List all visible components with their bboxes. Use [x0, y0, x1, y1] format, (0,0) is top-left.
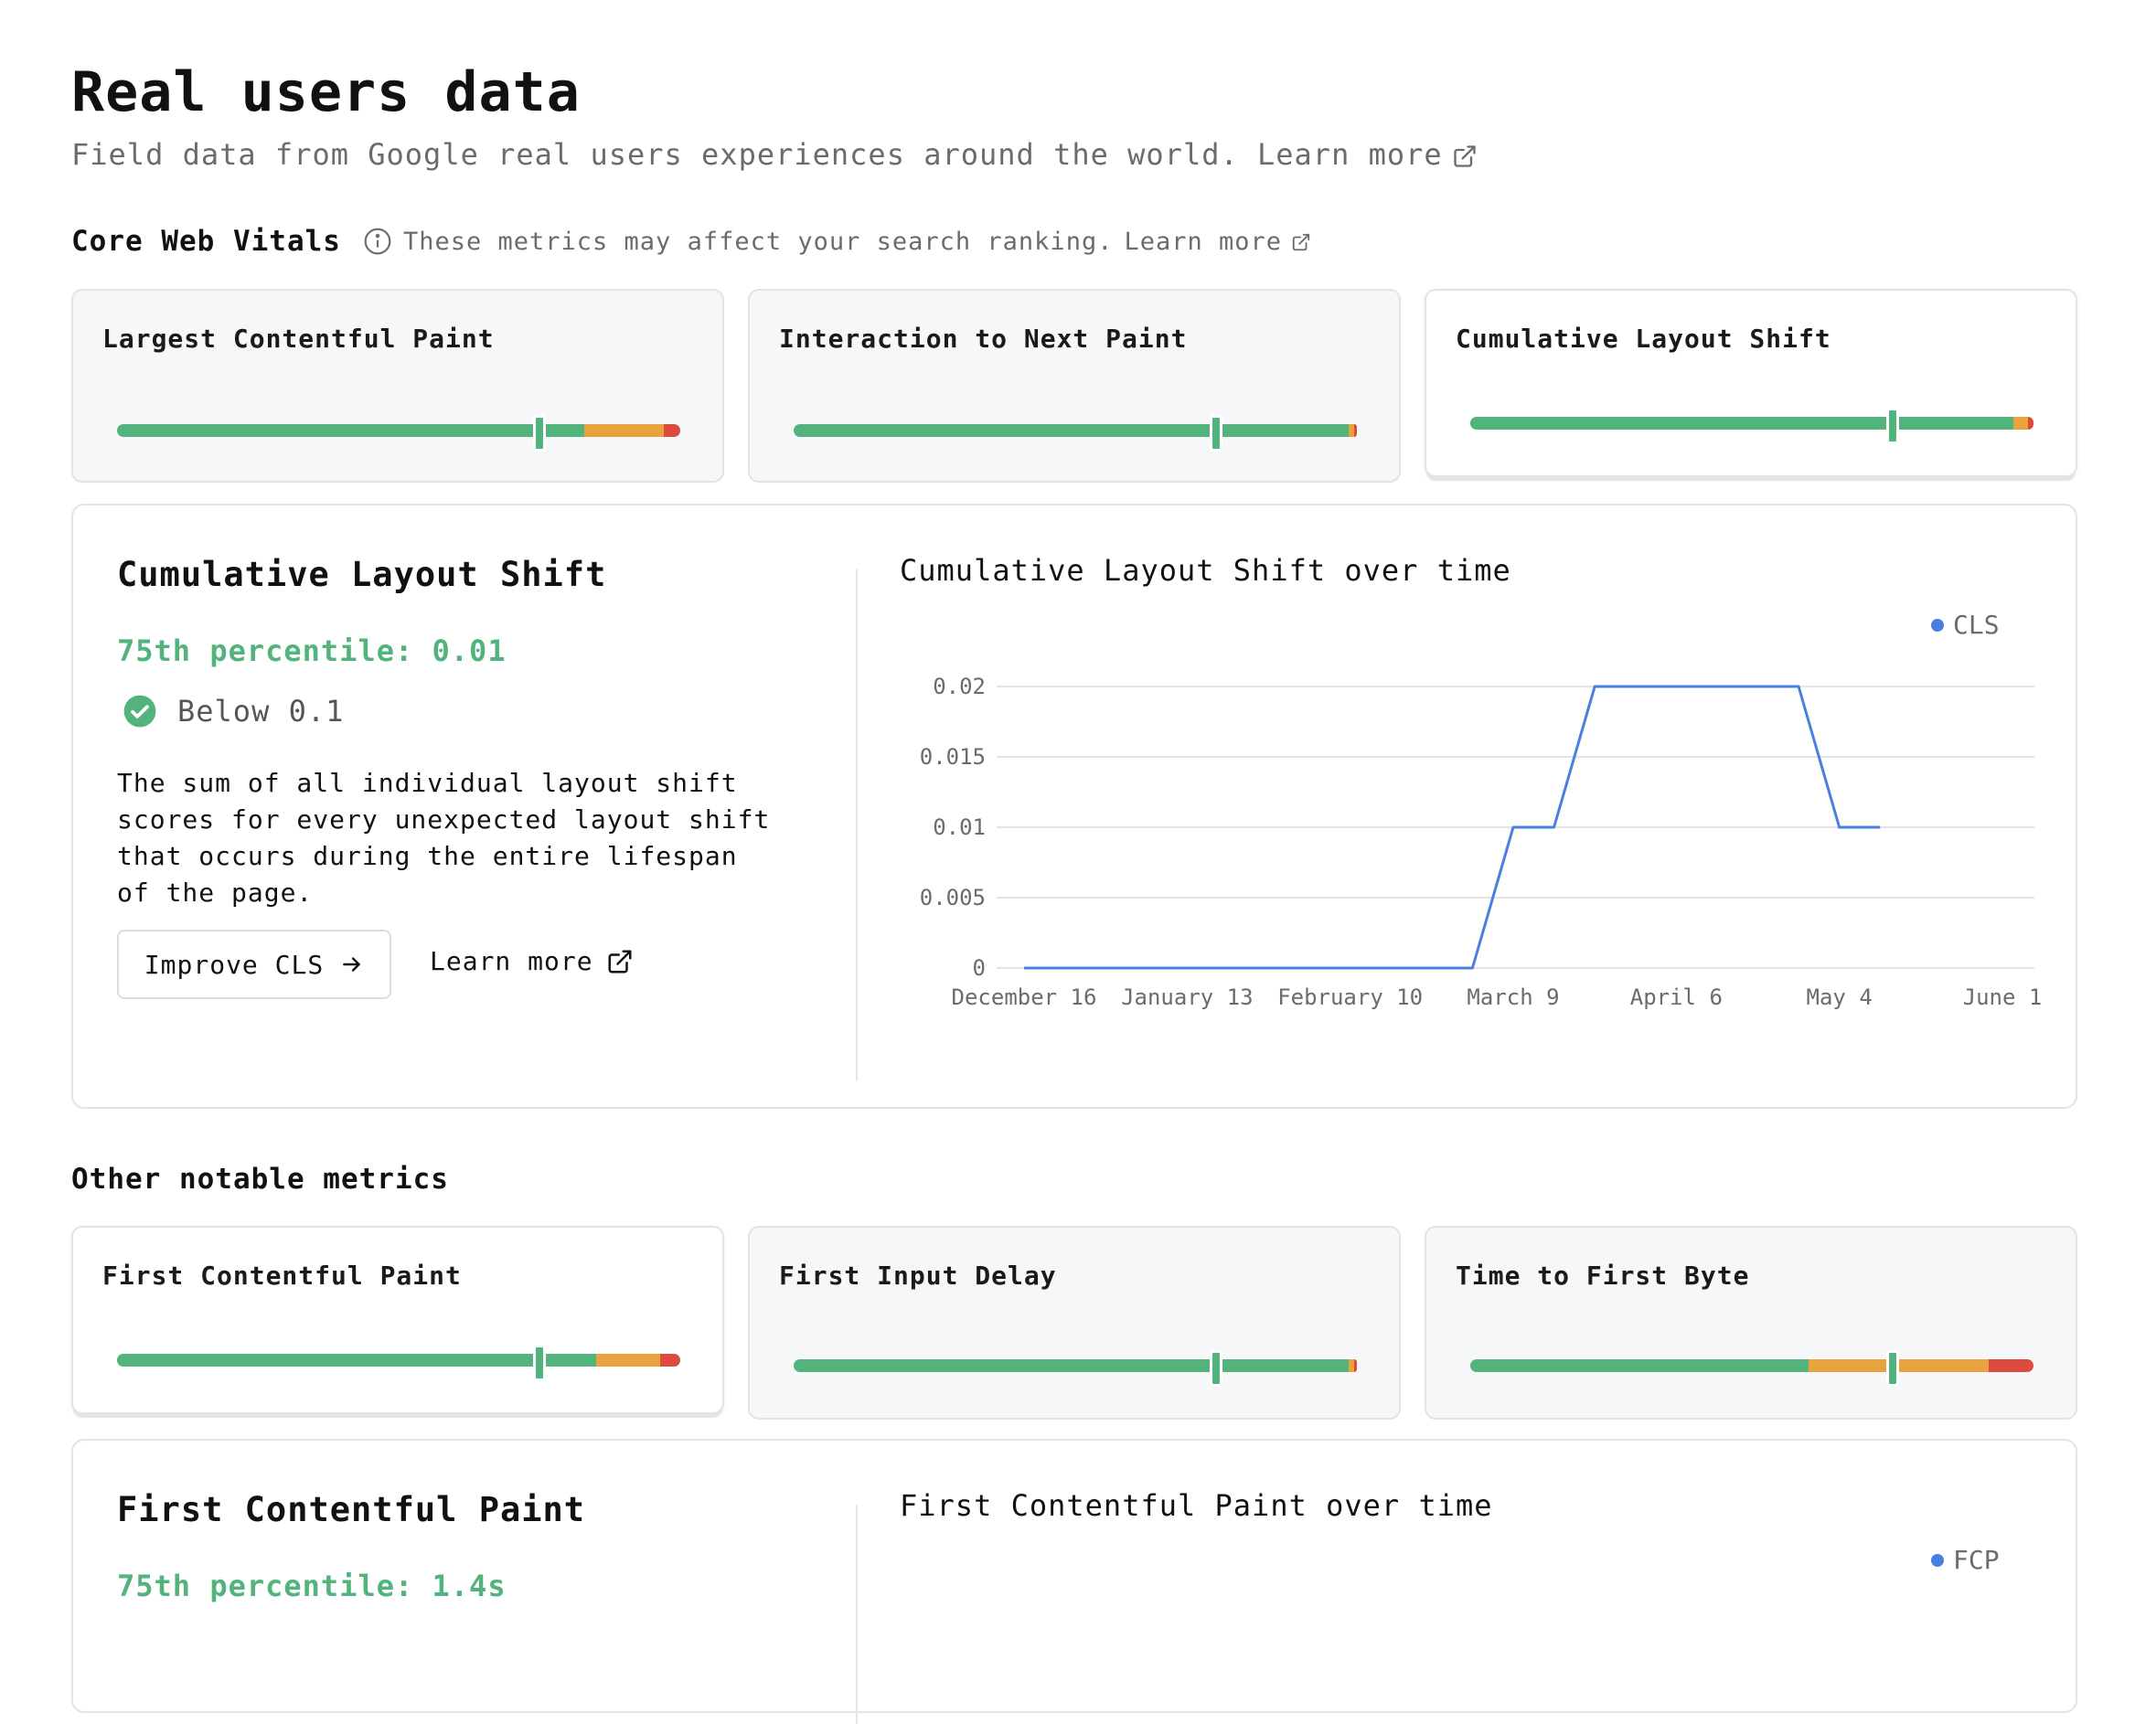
chart-title: Cumulative Layout Shift over time: [900, 553, 1511, 588]
series-line-cls: [1024, 685, 1881, 970]
core-web-vitals-heading: Core Web Vitals: [71, 225, 341, 258]
y-tick-label: 0.015: [920, 744, 986, 770]
detail-title: Cumulative Layout Shift: [117, 555, 607, 594]
cls-line-chart: 0 0.005 0.01 0.015 0.02 December 16 January 13…: [920, 674, 2043, 1010]
metric-card-label: Time to First Byte: [1456, 1261, 1750, 1291]
x-tick-label: May 4: [1807, 984, 1873, 1010]
check-circle-icon: [123, 695, 156, 728]
page-title: Real users data: [71, 60, 581, 124]
percentile-marker: [533, 415, 546, 452]
legend-swatch: [1931, 1553, 1944, 1567]
chart-legend: CLS: [1931, 610, 2000, 640]
bar-segment: [1353, 1359, 1357, 1372]
metric-card-label: Cumulative Layout Shift: [1456, 324, 1831, 354]
cls-detail-panel: Cumulative Layout Shift 75th percentile:…: [71, 504, 2077, 1109]
bar-segment: [1470, 1359, 1809, 1372]
bar-segment: [2013, 417, 2028, 430]
percentile-marker: [1210, 415, 1222, 452]
panel-divider: [856, 1505, 858, 1724]
subtitle-text: Field data from Google real users experi…: [71, 137, 1239, 172]
core-web-vitals-header: Core Web Vitals These metrics may affect…: [71, 225, 1311, 258]
bar-segment: [2027, 417, 2033, 430]
metric-card-inp[interactable]: Interaction to Next Paint: [748, 289, 1401, 483]
bar-segment: [1348, 1359, 1354, 1372]
external-link-icon: [1292, 233, 1310, 251]
legend-label: FCP: [1953, 1545, 2000, 1575]
metric-card-label: First Input Delay: [779, 1261, 1057, 1291]
x-tick-label: February 10: [1277, 984, 1423, 1010]
bar-segment: [117, 424, 585, 437]
percentile-marker: [1210, 1350, 1222, 1387]
external-link-icon: [1453, 145, 1476, 167]
subtitle-learn-more-link[interactable]: Learn more: [1257, 137, 1478, 172]
other-metrics-heading: Other notable metrics: [71, 1163, 449, 1196]
percentile-marker: [1886, 1350, 1899, 1387]
bar-segment: [117, 1354, 596, 1367]
bar-segment: [794, 424, 1349, 437]
bar-segment: [660, 1354, 680, 1367]
subtitle-learn-more-label: Learn more: [1257, 137, 1443, 172]
metric-card-fcp[interactable]: First Contentful Paint: [71, 1226, 724, 1414]
status-text: Below 0.1: [177, 694, 345, 729]
distribution-bar: [794, 1350, 1357, 1387]
bar-segment: [1470, 417, 2014, 430]
core-web-vitals-note: These metrics may affect your search ran…: [402, 227, 1114, 256]
metric-card-label: Largest Contentful Paint: [102, 324, 495, 354]
legend-label: CLS: [1953, 610, 2000, 640]
distribution-bar: [794, 415, 1357, 452]
y-tick-label: 0.01: [933, 814, 986, 840]
metric-card-label: First Contentful Paint: [102, 1261, 462, 1291]
bar-segment: [1353, 424, 1357, 437]
chart-title: First Contentful Paint over time: [900, 1488, 1493, 1523]
percentile-marker: [1886, 408, 1899, 444]
core-learn-more-link[interactable]: Learn more: [1124, 228, 1311, 256]
detail-title: First Contentful Paint: [117, 1490, 586, 1529]
distribution-bar: [1470, 1350, 2033, 1387]
metric-card-label: Interaction to Next Paint: [779, 324, 1188, 354]
distribution-bar: [1470, 408, 2033, 444]
y-tick-label: 0.005: [920, 885, 986, 910]
improve-cls-button[interactable]: Improve CLS: [117, 930, 391, 999]
external-link-icon: [608, 950, 632, 973]
bar-segment: [663, 424, 680, 437]
core-learn-more-label: Learn more: [1124, 227, 1283, 256]
metric-card-lcp[interactable]: Largest Contentful Paint: [71, 289, 724, 483]
cls-learn-more-label: Learn more: [430, 946, 593, 976]
fcp-detail-panel: First Contentful Paint 75th percentile: …: [71, 1439, 2077, 1724]
panel-divider: [856, 569, 858, 1081]
bar-segment: [1988, 1359, 2033, 1372]
info-icon[interactable]: [363, 227, 392, 256]
metric-card-fid[interactable]: First Input Delay: [748, 1226, 1401, 1420]
cls-learn-more-link[interactable]: Learn more: [430, 946, 634, 976]
chart-legend: FCP: [1931, 1545, 2000, 1575]
distribution-bar: [117, 415, 680, 452]
bar-segment: [595, 1354, 661, 1367]
metric-description: The sum of all individual layout shift s…: [117, 768, 771, 908]
arrow-right-icon: [343, 957, 360, 972]
metric-card-ttfb[interactable]: Time to First Byte: [1425, 1226, 2077, 1420]
bar-segment: [584, 424, 664, 437]
x-tick-label: December 16: [952, 984, 1097, 1010]
x-tick-label: January 13: [1121, 984, 1254, 1010]
y-tick-label: 0: [973, 955, 986, 981]
status-row: Below 0.1: [123, 694, 344, 729]
metric-card-cls[interactable]: Cumulative Layout Shift: [1425, 289, 2077, 477]
y-tick-label: 0.02: [933, 674, 986, 699]
percentile-marker: [533, 1345, 546, 1381]
page-subtitle: Field data from Google real users experi…: [71, 137, 1478, 172]
x-tick-label: April 6: [1630, 984, 1723, 1010]
percentile-value: 75th percentile: 0.01: [117, 633, 507, 668]
percentile-value: 75th percentile: 1.4s: [117, 1569, 507, 1603]
x-tick-label: March 9: [1467, 984, 1559, 1010]
bar-segment: [794, 1359, 1349, 1372]
distribution-bar: [117, 1345, 680, 1381]
legend-swatch: [1931, 618, 1944, 632]
x-tick-label: June 1: [1963, 984, 2043, 1010]
improve-cls-label: Improve CLS: [144, 949, 325, 980]
bar-segment: [1348, 424, 1354, 437]
